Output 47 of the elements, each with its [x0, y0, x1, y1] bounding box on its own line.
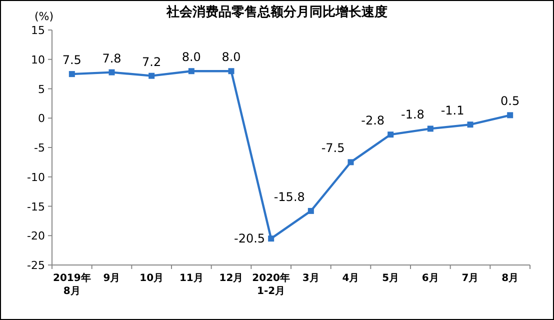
data-label: 7.8 [102, 51, 122, 66]
x-tick-label: 3月 [302, 273, 320, 284]
y-tick-label: 10 [31, 53, 45, 66]
data-label: -1.8 [400, 108, 424, 122]
y-tick-label: 5 [38, 82, 45, 96]
point [467, 122, 474, 128]
y-tick-label: 0 [38, 112, 45, 126]
data-label: 0.5 [500, 94, 520, 108]
point [188, 68, 194, 74]
y-tick-label: 15 [31, 24, 45, 37]
x-tick-label: 4月 [342, 273, 360, 284]
point [348, 159, 354, 166]
y-tick-label: -20 [27, 230, 45, 243]
x-tick-label: 6月 [422, 273, 439, 284]
data-label: 8.0 [222, 50, 241, 64]
point [308, 208, 314, 214]
data-label: 8.0 [182, 50, 201, 64]
data-label: 7.5 [62, 53, 82, 68]
x-tick-label: 9月 [103, 273, 120, 284]
y-axis-title: (%) [34, 10, 54, 23]
point [148, 72, 155, 79]
x-tick-label: 5月 [382, 273, 400, 284]
y-tick-label: -25 [27, 259, 45, 272]
y-tick-label: -15 [27, 200, 45, 214]
x-tick-label: 8月 [502, 273, 519, 284]
point [268, 236, 274, 242]
x-tick-label: 2020年 1-2月 [252, 272, 290, 297]
data-label: -1.1 [440, 104, 464, 118]
point [228, 68, 234, 74]
point [427, 126, 434, 132]
y-tick-label: -5 [34, 142, 45, 154]
chart-title: 社会消费品零售总额分月同比增长速度 [166, 4, 388, 20]
data-label: 7.2 [142, 54, 162, 69]
data-label: -2.8 [361, 114, 385, 128]
x-tick-label: 12月 [219, 273, 244, 284]
x-tick-label: 7月 [462, 273, 479, 284]
x-tick-label: 11月 [179, 273, 204, 284]
y-tick-label: -10 [27, 170, 45, 184]
x-tick-label: 10月 [140, 273, 164, 284]
data-label: -20.5 [234, 232, 266, 246]
data-label: -7.5 [321, 141, 345, 156]
point [507, 112, 514, 118]
data-label: -15.8 [274, 190, 305, 204]
point [68, 71, 75, 78]
x-tick-label: 2019年 8月 [52, 272, 91, 297]
point [108, 69, 115, 76]
point [388, 132, 394, 138]
